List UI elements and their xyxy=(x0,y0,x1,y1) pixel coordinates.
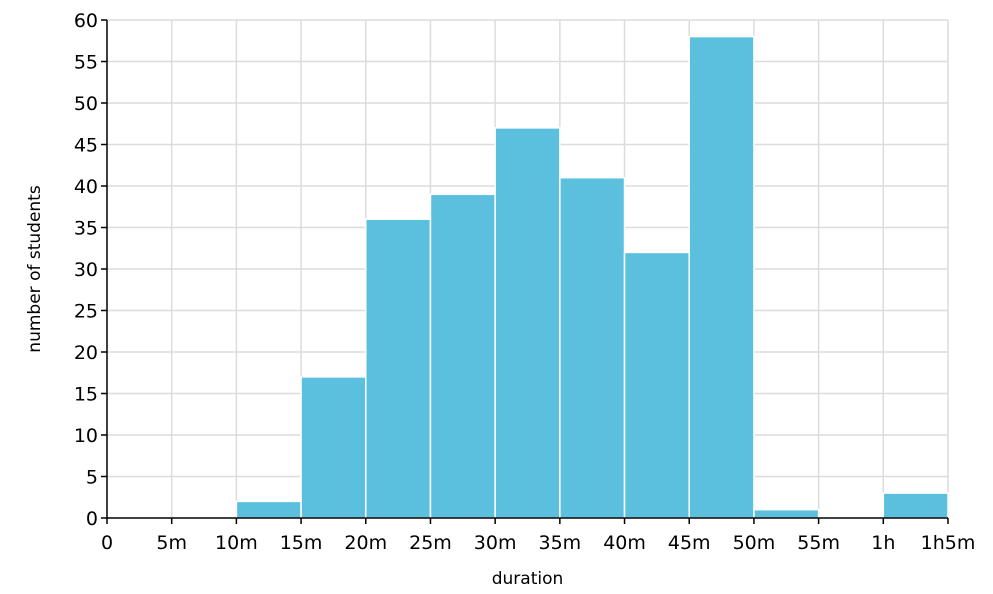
histogram-bar xyxy=(494,127,561,519)
x-tick-label: 20m xyxy=(344,532,387,554)
x-tick-label: 25m xyxy=(409,532,452,554)
x-axis-label: duration xyxy=(492,569,564,589)
x-tick-label: 1h xyxy=(871,532,895,554)
x-tick-label: 10m xyxy=(215,532,258,554)
y-axis-ticks: 0 5 10 15 20 25 30 35 40 45 50 55 60 xyxy=(74,10,107,530)
y-tick-label: 15 xyxy=(74,384,98,406)
histogram-bar xyxy=(623,251,690,519)
y-axis-label: number of students xyxy=(25,185,45,353)
y-tick-label: 45 xyxy=(74,135,98,157)
y-tick-label: 25 xyxy=(74,301,98,323)
y-tick-label: 30 xyxy=(74,259,98,281)
x-tick-label: 35m xyxy=(539,532,582,554)
bars xyxy=(235,35,949,519)
histogram-bar xyxy=(365,218,432,519)
y-tick-label: 35 xyxy=(74,218,98,240)
y-tick-label: 5 xyxy=(86,467,98,489)
x-tick-label: 0 xyxy=(101,532,113,554)
x-tick-label: 30m xyxy=(474,532,517,554)
y-tick-label: 40 xyxy=(74,176,98,198)
x-axis-ticks: 0 5m 10m 15m 20m 25m 30m 35m 40m 45m 50m 55m 1h 1h5m xyxy=(101,518,975,554)
histogram-bar xyxy=(300,376,367,519)
histogram-bar xyxy=(235,500,302,519)
histogram-bar xyxy=(882,492,949,519)
y-tick-label: 50 xyxy=(74,93,98,115)
histogram-bar xyxy=(429,193,496,519)
histogram-bar xyxy=(753,508,820,519)
x-tick-label: 55m xyxy=(797,532,840,554)
histogram-bar xyxy=(559,176,626,519)
y-tick-label: 10 xyxy=(74,425,98,447)
x-tick-label: 1h5m xyxy=(921,532,976,554)
x-tick-label: 45m xyxy=(668,532,711,554)
x-tick-label: 15m xyxy=(280,532,323,554)
y-tick-label: 0 xyxy=(86,508,98,530)
x-tick-label: 40m xyxy=(603,532,646,554)
y-tick-label: 55 xyxy=(74,52,98,74)
y-tick-label: 60 xyxy=(74,10,98,32)
histogram-bar xyxy=(688,35,755,519)
x-tick-label: 50m xyxy=(733,532,776,554)
y-tick-label: 20 xyxy=(74,342,98,364)
x-tick-label: 5m xyxy=(156,532,187,554)
